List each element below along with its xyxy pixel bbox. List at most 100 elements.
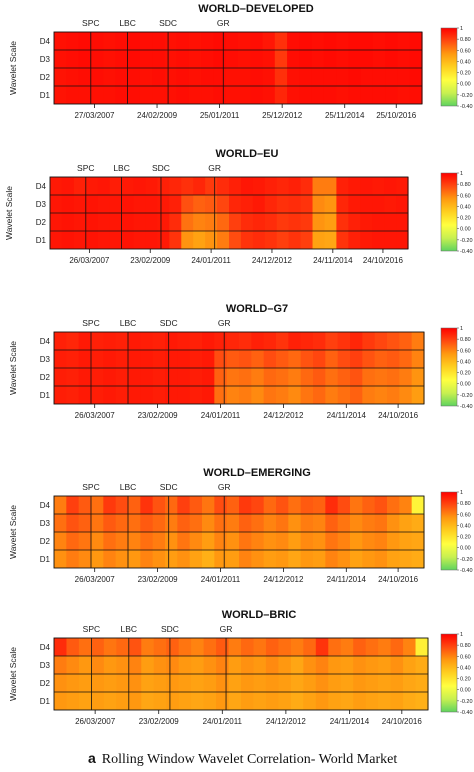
heatmap-cell — [262, 68, 276, 86]
heatmap-cell — [288, 532, 302, 550]
panel-title: WORLD–DEVELOPED — [198, 3, 314, 15]
heatmap-cell — [205, 195, 218, 213]
heatmap-cell — [340, 656, 354, 674]
heatmap-cell — [385, 68, 399, 86]
heatmap-cell — [178, 692, 192, 710]
heatmap-cell — [372, 195, 385, 213]
row-label: D2 — [36, 218, 47, 227]
heatmap-cell — [50, 231, 63, 249]
heatmap-cell — [390, 674, 404, 692]
heatmap-cell — [189, 550, 203, 568]
x-tick-label: 23/02/2009 — [139, 717, 180, 726]
heatmap-cell — [276, 231, 290, 249]
heatmap-cell — [177, 386, 191, 404]
heatmap-cell — [387, 350, 400, 368]
x-tick-label: 26/03/2007 — [75, 575, 116, 584]
panel-5: WORLD–BRIC SPC LBC SDC GR D4 D3 D2 D1 Wavelet Sca… — [8, 609, 473, 726]
heatmap-cell — [262, 50, 276, 68]
heatmap-cell — [103, 332, 117, 350]
heatmap-cell — [362, 332, 376, 350]
heatmap-cell — [145, 231, 158, 249]
heatmap-cell — [116, 638, 130, 656]
heatmap-cell — [288, 368, 302, 386]
heatmap-cell — [250, 50, 264, 68]
heatmap-cell — [300, 368, 314, 386]
heatmap-cell — [66, 86, 80, 104]
heatmap-cell — [385, 32, 399, 50]
heatmap-cell — [188, 50, 202, 68]
heatmap-cell — [348, 86, 362, 104]
x-tick-label: 24/12/2012 — [263, 575, 304, 584]
plot-frame — [53, 495, 425, 569]
heatmap-cell — [353, 692, 367, 710]
heatmap-cell — [78, 532, 92, 550]
heatmap-cell — [54, 86, 67, 104]
heatmap-cell — [396, 231, 409, 249]
heatmap-cell — [103, 674, 117, 692]
heatmap-cell — [61, 231, 75, 249]
heatmap-cell — [313, 496, 326, 514]
heatmap-cell — [127, 86, 141, 104]
heatmap-cell — [276, 332, 289, 350]
heatmap-cell — [300, 514, 314, 532]
caption-text: Rolling Window Wavelet Correlation- Worl… — [101, 752, 398, 767]
heatmap-cell — [250, 32, 264, 50]
heatmap-cell — [300, 350, 314, 368]
x-tick-label: 23/02/2009 — [138, 411, 179, 420]
heatmap-cell — [78, 50, 92, 68]
colorbar-tick-label: 0.80 — [460, 37, 471, 43]
heatmap-cell — [253, 692, 267, 710]
heatmap-cell — [264, 177, 278, 195]
heatmap-cell — [397, 32, 411, 50]
heatmap-cell — [103, 550, 117, 568]
heatmap-cell — [300, 213, 314, 231]
heatmap-cell — [127, 68, 141, 86]
heatmap-cell — [353, 638, 367, 656]
heatmap-cell — [178, 638, 192, 656]
heatmap-cell — [61, 213, 75, 231]
heatmap-cell — [115, 32, 129, 50]
heatmap-cell — [399, 386, 413, 404]
panel-1: WORLD–DEVELOPED SPC LBC SDC GR D4 D3 D2 D1 Wavele… — [8, 3, 473, 120]
heatmap-cell — [403, 674, 417, 692]
heatmap-cell — [85, 195, 99, 213]
x-tick-label: 25/12/2012 — [262, 111, 303, 120]
heatmap-cell — [387, 332, 400, 350]
heatmap-cell — [336, 177, 349, 195]
heatmap-cell — [152, 514, 166, 532]
heatmap-cell — [415, 674, 429, 692]
heatmap-cell — [115, 550, 129, 568]
colorbar — [440, 27, 458, 107]
event-label: SPC — [82, 318, 99, 328]
colorbar-tick-label: -0.40 — [460, 568, 473, 574]
heatmap-cell — [374, 514, 388, 532]
heatmap-cell — [336, 213, 349, 231]
heatmap-cell — [140, 350, 154, 368]
row-label: D1 — [40, 91, 51, 100]
heatmap-cell — [78, 638, 92, 656]
heatmap-cell — [217, 177, 230, 195]
heatmap-cell — [278, 674, 292, 692]
row-label: D2 — [40, 73, 51, 82]
heatmap-cell — [103, 68, 116, 86]
heatmap-cell — [189, 514, 203, 532]
heatmap-cell — [141, 674, 155, 692]
heatmap-cell — [54, 68, 67, 86]
heatmap-cell — [300, 532, 314, 550]
heatmap-cell — [166, 674, 180, 692]
heatmap-cell — [336, 32, 349, 50]
heatmap-cell — [229, 213, 242, 231]
row-label: D2 — [40, 373, 51, 382]
heatmap-cell — [399, 496, 413, 514]
heatmap-cell — [228, 656, 242, 674]
x-tick-label: 25/10/2016 — [376, 111, 417, 120]
heatmap-cell — [66, 350, 80, 368]
heatmap-cell — [336, 231, 349, 249]
heatmap-cell — [226, 386, 240, 404]
y-axis-label: Wavelet Scale — [8, 505, 18, 559]
heatmap-cell — [216, 692, 230, 710]
heatmap-cell — [78, 68, 92, 86]
heatmap-cell — [300, 550, 314, 568]
heatmap-cell — [263, 550, 277, 568]
heatmap-cell — [115, 350, 129, 368]
